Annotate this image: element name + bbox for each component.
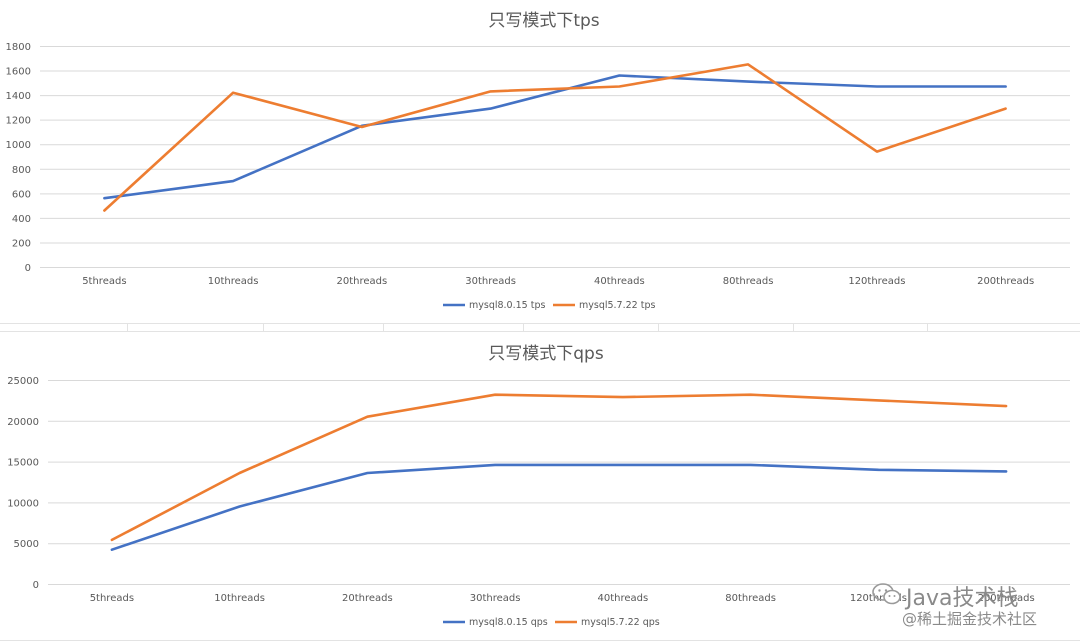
y-tick-label: 1800: [6, 42, 31, 53]
x-tick-label: 40threads: [598, 593, 649, 604]
x-tick-label: 80threads: [725, 593, 776, 604]
y-tick-label: 15000: [7, 458, 39, 469]
chart-title: 只写模式下qps: [488, 344, 604, 364]
watermark: Java技术栈 @稀土掘金技术社区: [872, 576, 1072, 636]
tps-line-chart: 只写模式下tps 0 200 400 600 800 1000 1200 1400 1600 180…: [6, 11, 1070, 311]
y-tick-label: 1000: [6, 140, 31, 151]
tps-chart: 只写模式下tps 0 200 400 600 800 1000 1200 1400 1600 180…: [5, 11, 1070, 311]
legend-label: mysql5.7.22 tps: [579, 300, 655, 311]
legend-label: mysql5.7.22 qps: [581, 617, 660, 628]
x-tick-label: 5threads: [82, 276, 126, 287]
y-tick-label: 1200: [6, 116, 31, 127]
y-tick-label: 600: [12, 189, 31, 200]
y-tick-label: 0: [25, 263, 31, 274]
x-tick-label: 5threads: [90, 593, 134, 604]
series-line-1: [103, 74, 1007, 200]
y-tick-label: 200: [12, 238, 31, 249]
x-tick-label: 40threads: [594, 276, 645, 287]
x-tick-label: 200threads: [977, 276, 1034, 287]
chart-title: 只写模式下tps: [488, 11, 599, 31]
x-tick-label: 30threads: [465, 276, 516, 287]
y-tick-label: 1400: [6, 91, 31, 102]
y-tick-label: 1600: [6, 67, 31, 78]
x-tick-label: 30threads: [470, 593, 521, 604]
series-line-2: [103, 63, 1007, 212]
y-tick-label: 5000: [14, 539, 39, 550]
y-tick-label: 25000: [7, 376, 39, 387]
y-tick-label: 10000: [7, 498, 39, 509]
series-line-2: [110, 393, 1008, 542]
x-tick-label: 120threads: [848, 276, 905, 287]
watermark-title: Java技术栈: [906, 586, 1019, 611]
wechat-icon: [872, 583, 901, 605]
legend-label: mysql8.0.15 tps: [469, 300, 545, 311]
x-tick-label: 200threads: [978, 593, 1035, 604]
x-tick-label: 10threads: [208, 276, 259, 287]
watermark-subtitle: @稀土掘金技术社区: [902, 610, 1038, 628]
x-tick-label: 10threads: [214, 593, 265, 604]
x-tick-label: 20threads: [337, 276, 388, 287]
x-tick-label: 20threads: [342, 593, 393, 604]
y-tick-label: 800: [12, 165, 31, 176]
legend-label: mysql8.0.15 qps: [469, 617, 548, 628]
y-tick-label: 400: [12, 214, 31, 225]
y-tick-label: 0: [33, 580, 39, 591]
x-tick-label: 80threads: [723, 276, 774, 287]
y-tick-label: 20000: [7, 417, 39, 428]
series-line-1: [110, 463, 1008, 551]
